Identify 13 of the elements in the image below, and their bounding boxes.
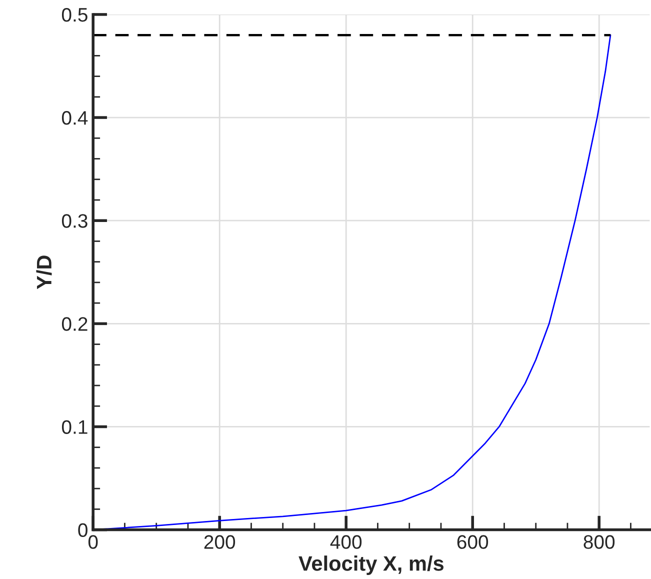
y-tick-label: 0.4 (62, 111, 88, 125)
y-tick-label: 0.2 (62, 317, 88, 331)
x-tick-label: 800 (584, 535, 615, 549)
x-tick-label: 0 (88, 535, 98, 549)
y-tick-label: 0.5 (62, 8, 88, 22)
x-axis-title: Velocity X, m/s (298, 556, 444, 575)
x-tick-label: 400 (330, 535, 362, 549)
x-tick-label: 600 (457, 535, 488, 549)
x-tick-label: 200 (204, 535, 236, 549)
y-tick-label: 0.1 (62, 420, 88, 434)
y-axis-title: Y/D (36, 256, 52, 290)
y-tick-label: 0.3 (62, 214, 88, 228)
y-tick-label: 0 (78, 523, 88, 538)
